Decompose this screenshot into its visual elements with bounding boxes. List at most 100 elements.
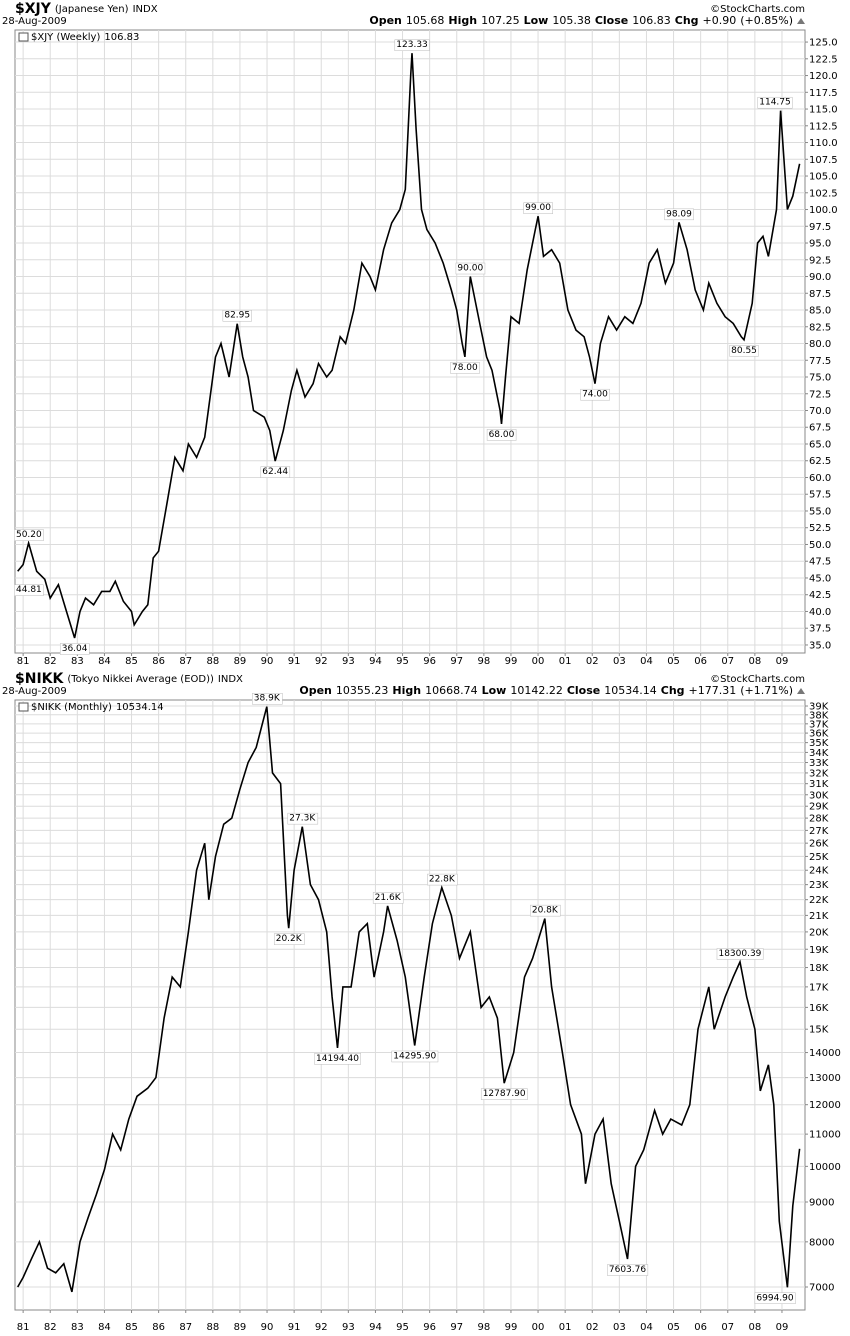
y-tick-label: 27K [809,826,829,837]
annotation: 7603.76 [609,1265,646,1275]
annotation: 12787.90 [483,1089,526,1099]
quote-text: 10534.14 [604,684,657,697]
y-tick-label: 19K [809,945,829,956]
y-tick-label: 29K [809,802,829,813]
annotation: 14194.40 [316,1054,359,1064]
y-tick-label: 22K [809,895,829,906]
quote-text: +0.90 [703,14,737,27]
symbol-title: $XJY [15,1,52,17]
x-tick-label: 84 [98,1322,111,1333]
legend-value: 106.83 [104,32,139,43]
x-tick-label: 98 [477,1322,490,1333]
x-tick-label: 94 [369,656,382,667]
annotation: 98.09 [666,209,692,219]
x-tick-label: 85 [125,656,138,667]
quote-text: 106.83 [632,14,671,27]
annotation-box [372,892,404,904]
annotation-box [757,96,793,109]
x-tick-label: 92 [315,1322,328,1333]
quote-text: 10668.74 [425,684,478,697]
x-tick-label: 00 [532,1322,545,1333]
annotation: 36.04 [62,644,88,654]
y-tick-label: 11000 [809,1130,841,1141]
quote-text: 105.68 [406,14,445,27]
legend-icon [18,32,29,42]
y-tick-label: 52.5 [809,523,831,534]
x-tick-label: 87 [179,1322,192,1333]
y-tick-label: 117.5 [809,88,838,99]
x-tick-label: 07 [721,656,734,667]
x-tick-label: 01 [559,1322,572,1333]
annotation: 44.81 [16,585,42,595]
y-tick-label: 17K [809,982,829,993]
y-tick-label: 7000 [809,1283,834,1294]
date: 28-Aug-2009 [2,16,67,27]
x-tick-label: 88 [206,1322,219,1333]
annotation: 18300.39 [718,949,761,959]
annotation: 50.20 [16,530,42,540]
x-tick-label: 06 [694,1322,707,1333]
x-tick-label: 98 [477,656,490,667]
y-tick-label: 72.5 [809,389,831,400]
y-tick-label: 16K [809,1003,829,1014]
x-tick-label: 03 [613,1322,626,1333]
annotation-box [391,1050,439,1063]
y-tick-label: 60.0 [809,473,831,484]
y-tick-label: 102.5 [809,188,838,199]
y-tick-label: 15K [809,1025,829,1036]
annotation: 123.33 [396,40,428,50]
y-tick-label: 9000 [809,1198,834,1209]
annotation-box [480,1088,528,1100]
x-tick-label: 89 [234,656,247,667]
y-tick-label: 45.0 [809,573,831,584]
x-tick-label: 02 [586,1322,599,1333]
y-tick-label: 120.0 [809,71,838,82]
x-tick-label: 81 [17,656,30,667]
quote-text: 107.25 [481,14,520,27]
annotation-box [287,812,319,825]
annotation-box [523,202,553,214]
x-tick-label: 83 [71,656,84,667]
annotation-box [260,466,291,478]
y-tick-label: 115.0 [809,105,838,116]
x-tick-label: 96 [423,1322,436,1333]
x-tick-label: 95 [396,1322,409,1333]
y-tick-label: 85.0 [809,306,831,317]
quote-text: +177.31 [689,684,737,697]
y-tick-label: 125.0 [809,38,838,49]
legend-name: $XJY (Weekly) [31,32,100,43]
y-tick-label: 25K [809,852,829,863]
quote-text: (+0.85%) [740,14,793,27]
y-tick-label: 32K [809,768,829,779]
y-tick-label: 37.5 [809,624,831,635]
legend-name: $NIKK (Monthly) [31,702,112,713]
y-tick-label: 65.0 [809,439,831,450]
y-tick-label: 21K [809,911,829,922]
y-tick-label: 67.5 [809,423,831,434]
change-arrow [797,18,805,24]
y-tick-label: 42.5 [809,590,831,601]
quote-text: Close [567,684,600,697]
y-tick-label: 36K [809,729,829,740]
y-tick-label: 30K [809,790,829,801]
quote-text: Chg [661,684,685,697]
y-tick-label: 10000 [809,1162,841,1173]
annotation: 22.8K [429,875,456,885]
y-tick-label: 100.0 [809,205,838,216]
x-tick-label: 09 [776,1322,789,1333]
annotation: 27.3K [289,814,316,824]
legend-icon [18,702,29,712]
y-tick-label: 37K [809,719,829,730]
y-tick-label: 122.5 [809,54,838,65]
x-tick-label: 87 [179,656,192,667]
y-tick-label: 50.0 [809,540,831,551]
symbol-subtitle: (Japanese Yen) [55,4,129,15]
annotation: 82.95 [224,311,250,321]
x-tick-label: 96 [423,656,436,667]
x-tick-label: 07 [721,1322,734,1333]
x-tick-label: 99 [505,656,518,667]
x-tick-label: 85 [125,1322,138,1333]
x-tick-label: 82 [44,1322,57,1333]
y-tick-label: 62.5 [809,456,831,467]
plot-area [14,29,806,654]
